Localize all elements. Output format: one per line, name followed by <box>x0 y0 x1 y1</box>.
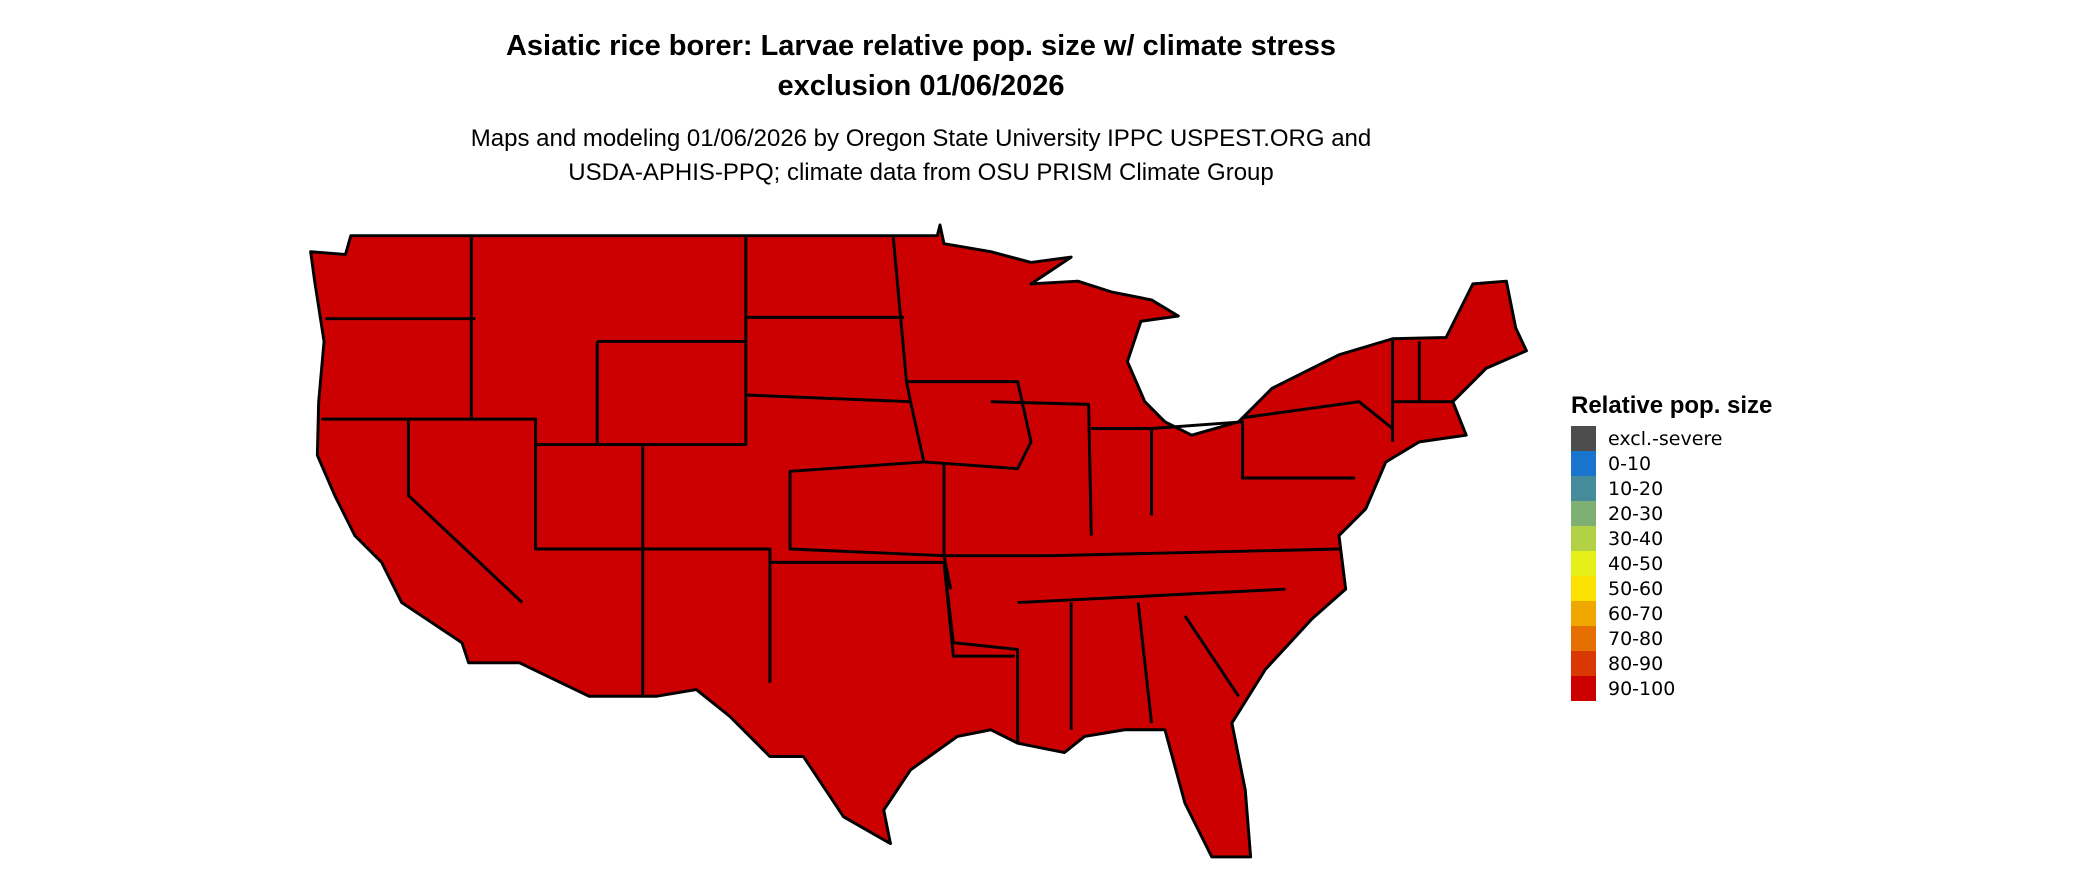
legend-swatch <box>1571 476 1596 501</box>
legend-swatch <box>1571 676 1596 701</box>
legend-label: 0-10 <box>1608 452 1652 475</box>
legend-item: 40-50 <box>1571 551 1772 576</box>
legend-label: 80-90 <box>1608 652 1664 675</box>
legend-swatch <box>1571 576 1596 601</box>
legend-item: 80-90 <box>1571 651 1772 676</box>
contiguous-us-outline <box>309 223 1528 859</box>
legend-item: 20-30 <box>1571 501 1772 526</box>
legend-swatch <box>1571 426 1596 451</box>
legend-label: 70-80 <box>1608 627 1664 650</box>
legend-swatch <box>1571 601 1596 626</box>
map-title-line1: Asiatic rice borer: Larvae relative pop.… <box>505 30 1337 62</box>
legend-swatch <box>1571 451 1596 476</box>
legend-swatch <box>1571 651 1596 676</box>
legend-item: 70-80 <box>1571 626 1772 651</box>
legend-item: 0-10 <box>1571 451 1772 476</box>
legend-label: 50-60 <box>1608 577 1664 600</box>
legend-item: 10-20 <box>1571 476 1772 501</box>
legend-item: excl.-severe <box>1571 426 1772 451</box>
legend-label: 90-100 <box>1608 677 1676 700</box>
subtitle-line1: Maps and modeling 01/06/2026 by Oregon S… <box>470 125 1372 152</box>
legend-item: 50-60 <box>1571 576 1772 601</box>
legend-title: Relative pop. size <box>1571 392 1773 419</box>
legend-label: 40-50 <box>1608 552 1664 575</box>
map-title-line2: exclusion 01/06/2026 <box>777 70 1065 102</box>
state-borders <box>321 235 1453 744</box>
legend-label: 60-70 <box>1608 602 1664 625</box>
legend-swatch <box>1571 501 1596 526</box>
legend-swatch <box>1571 526 1596 551</box>
legend-item: 60-70 <box>1571 601 1772 626</box>
legend-label: 30-40 <box>1608 527 1664 550</box>
legend-label: excl.-severe <box>1608 427 1723 450</box>
legend-label: 10-20 <box>1608 477 1664 500</box>
legend-swatch <box>1571 551 1596 576</box>
legend: Relative pop. size excl.-severe 0-10 10-20… <box>1571 392 1772 701</box>
legend-item: 90-100 <box>1571 676 1772 701</box>
subtitle-line2: USDA-APHIS-PPQ; climate data from OSU PR… <box>568 159 1274 186</box>
legend-item: 30-40 <box>1571 526 1772 551</box>
legend-label: 20-30 <box>1608 502 1664 525</box>
legend-swatch <box>1571 626 1596 651</box>
